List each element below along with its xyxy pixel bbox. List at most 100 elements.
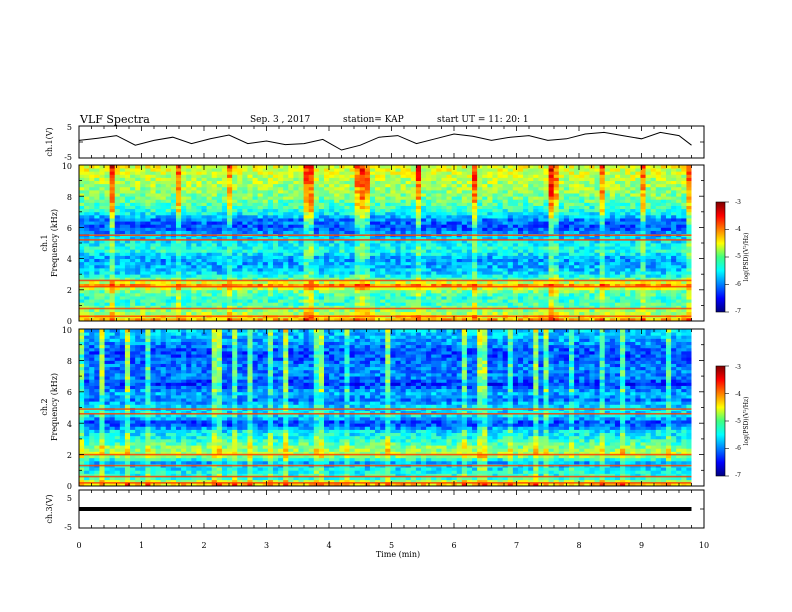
spectrogram-cell xyxy=(242,299,248,303)
spectrogram-cell xyxy=(538,218,544,222)
spectrogram-cell xyxy=(548,199,555,203)
spectrogram-cell xyxy=(665,277,672,281)
spectrogram-cell xyxy=(630,261,636,266)
spectrogram-cell xyxy=(94,292,100,297)
spectrogram-cell xyxy=(364,271,371,275)
spectrogram-cell xyxy=(109,243,116,247)
spectrogram-cell xyxy=(175,258,182,263)
spectrogram-cell xyxy=(477,218,483,222)
spectrogram-cell xyxy=(247,271,253,275)
spectrogram-cell xyxy=(671,224,677,228)
spectrogram-cell xyxy=(359,308,366,313)
spectrogram-cell xyxy=(614,211,621,216)
spectrogram-cell xyxy=(216,199,223,203)
spectrogram-cell xyxy=(242,193,248,197)
spectrogram-cell xyxy=(584,305,590,309)
spectrogram-cell xyxy=(517,267,524,272)
spectrogram-cell xyxy=(630,283,636,288)
spectrogram-cell xyxy=(676,211,682,216)
spectrogram-cell xyxy=(303,224,310,228)
spectrogram-cell xyxy=(99,267,105,272)
spectrogram-cell xyxy=(553,317,560,322)
spectrogram-cell xyxy=(349,283,356,288)
spectrogram-cell xyxy=(625,296,631,300)
spectrogram-cell xyxy=(410,211,417,216)
spectrogram-cell xyxy=(574,246,580,250)
spectrogram-cell xyxy=(324,261,330,266)
spectrogram-cell xyxy=(630,218,636,222)
spectrogram-cell xyxy=(426,224,432,228)
spectrogram-cell xyxy=(492,221,498,225)
spectrogram-cell xyxy=(196,236,202,241)
spectrogram-cell xyxy=(160,205,167,210)
spectrogram-cell xyxy=(257,218,264,222)
spectrogram-cell xyxy=(329,224,335,228)
spectrogram-cell xyxy=(477,239,483,244)
spectrogram-cell xyxy=(354,224,361,228)
spectrogram-cell xyxy=(665,196,672,200)
spectrogram-cell xyxy=(206,280,213,284)
spectrogram-cell xyxy=(99,193,105,197)
spectrogram-cell xyxy=(181,249,187,253)
spectrogram-cell xyxy=(160,239,167,244)
spectrogram-cell xyxy=(160,261,167,266)
spectrogram-cell xyxy=(405,264,412,269)
spectrogram-cell xyxy=(523,208,529,213)
spectrogram-cell xyxy=(94,255,100,259)
spectrogram-cell xyxy=(574,311,580,316)
spectrogram-cell xyxy=(252,255,259,259)
spectrogram-cell xyxy=(308,243,315,247)
spectrogram-cell xyxy=(283,280,289,284)
spectrogram-cell xyxy=(492,271,498,275)
spectrogram-cell xyxy=(216,211,223,216)
spectrogram-cell xyxy=(308,277,315,281)
spectrogram-cell xyxy=(609,239,616,244)
spectrogram-cell xyxy=(604,199,611,203)
spectrogram-cell xyxy=(186,236,192,241)
spectrogram-cell xyxy=(186,277,192,281)
spectrogram-cell xyxy=(655,308,662,313)
spectrogram-cell xyxy=(609,208,616,213)
spectrogram-cell xyxy=(553,199,560,203)
spectrogram-cell xyxy=(329,274,335,278)
spectrogram-cell xyxy=(584,302,590,306)
spectrogram-cell xyxy=(145,205,151,210)
spectrogram-cell xyxy=(130,243,136,247)
spectrogram-cell xyxy=(79,196,85,200)
spectrogram-cell xyxy=(237,221,243,225)
spectrogram-cell xyxy=(354,271,361,275)
spectrogram-cell xyxy=(538,299,544,303)
spectrogram-cell xyxy=(686,280,692,284)
spectrogram-cell xyxy=(579,274,585,278)
spectrogram-cell xyxy=(446,317,452,322)
spectrogram-cell xyxy=(441,289,447,294)
spectrogram-cell xyxy=(283,271,289,275)
spectrogram-cell xyxy=(155,283,162,288)
spectrogram-cell xyxy=(461,277,468,281)
spectrogram-cell xyxy=(89,221,95,225)
spectrogram-cell xyxy=(584,221,590,225)
spectrogram-cell xyxy=(420,246,427,250)
spectrogram-cell xyxy=(553,311,560,316)
spectrogram-cell xyxy=(308,292,315,297)
spectrogram-cell xyxy=(548,277,555,281)
spectrogram-cell xyxy=(574,261,580,266)
spectrogram-cell xyxy=(221,286,228,291)
spectrogram-cell xyxy=(349,317,356,322)
spectrogram-cell xyxy=(497,202,504,206)
spectrogram-cell xyxy=(288,218,294,222)
spectrogram-cell xyxy=(283,205,289,210)
spectrogram-cell xyxy=(293,299,299,303)
spectrogram-cell xyxy=(186,283,192,288)
spectrogram-cell xyxy=(482,214,488,219)
spectrogram-cell xyxy=(466,311,473,316)
spectrogram-cell xyxy=(364,299,371,303)
spectrogram-cell xyxy=(671,196,677,200)
spectrogram-cell xyxy=(267,305,274,309)
spectrogram-cell xyxy=(650,264,657,269)
spectrogram-cell xyxy=(538,227,544,231)
spectrogram-cell xyxy=(160,221,167,225)
spectrogram-cell xyxy=(272,205,279,210)
spectrogram-cell xyxy=(640,246,646,250)
spectrogram-cell xyxy=(354,230,361,235)
